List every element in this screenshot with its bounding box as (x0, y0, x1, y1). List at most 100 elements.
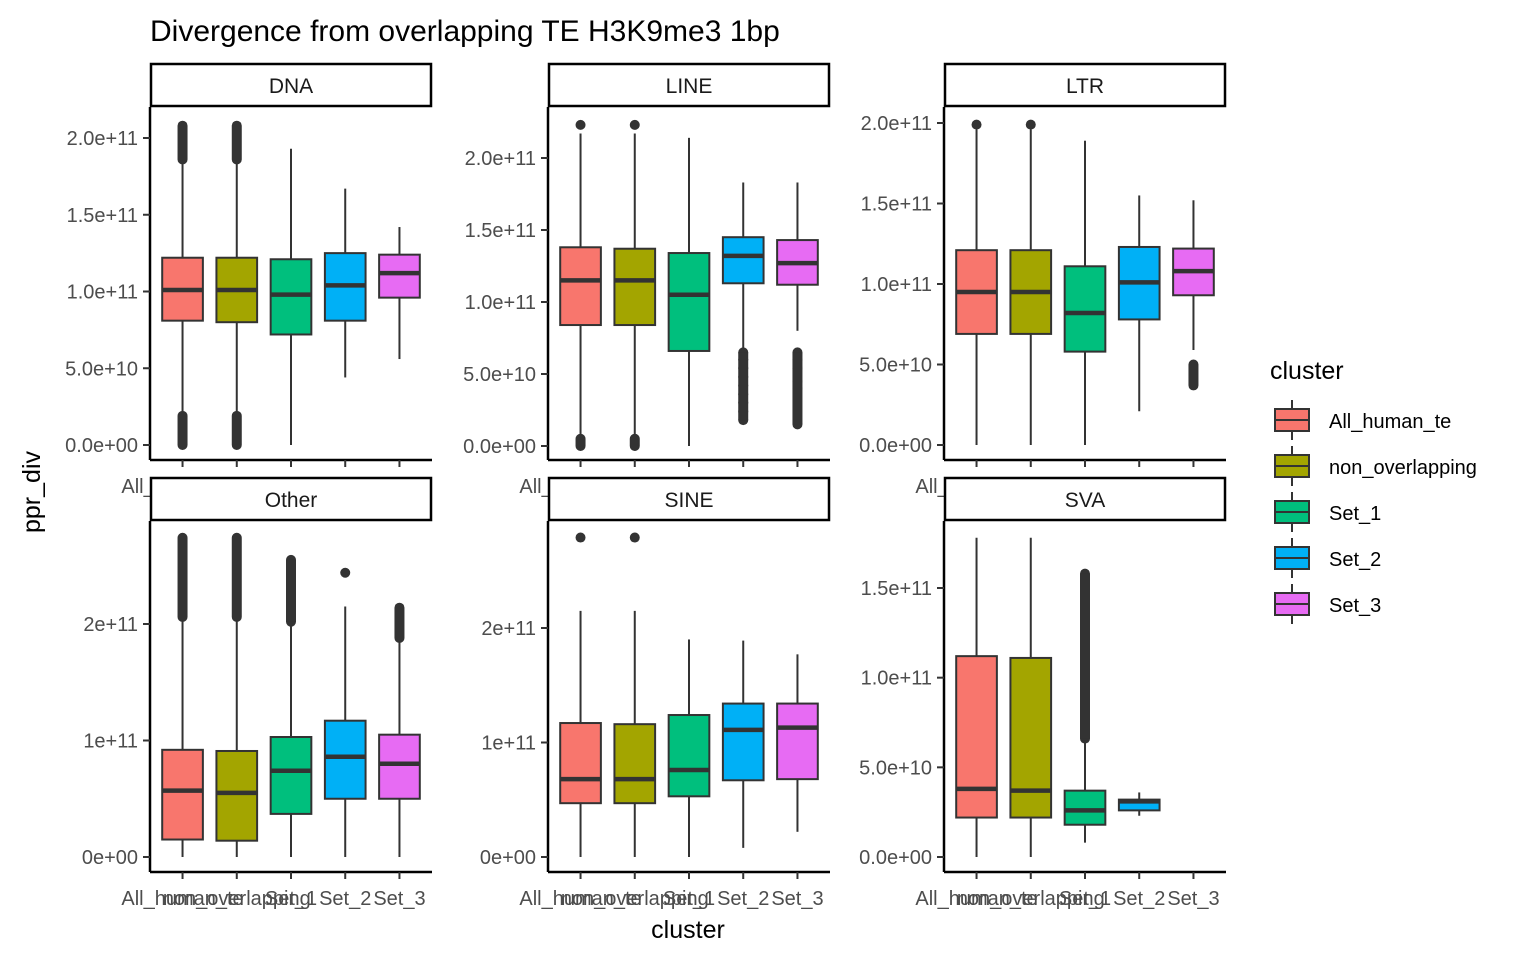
box-non-overlapping (1009, 119, 1053, 445)
box-set-1 (667, 137, 711, 446)
x-tick-label: non_overlapping (163, 888, 311, 910)
outlier-point (629, 532, 640, 543)
facet-panel-dna: DNA0.0e+005.0e+101.0e+111.5e+112.0e+11Al… (65, 62, 433, 498)
iqr-box (667, 252, 711, 352)
facet-strip (149, 62, 433, 108)
box-set-1 (1063, 568, 1107, 843)
facet-strip (547, 62, 831, 108)
facet-strip (943, 62, 1227, 108)
legend-item-all-human-te: All_human_te (1274, 400, 1451, 440)
y-tick-label: 0.0e+00 (859, 435, 932, 457)
iqr-box (721, 702, 765, 782)
y-tick-label: 1.0e+11 (861, 668, 932, 690)
box-all-human-te (161, 120, 204, 450)
x-axis-title: cluster (651, 916, 725, 944)
box-non-overlapping (613, 119, 657, 451)
y-tick-label: 1e+11 (83, 731, 138, 753)
x-tick-label: Set_1 (265, 888, 317, 910)
box-all-human-te (955, 537, 998, 857)
outlier-points (177, 410, 188, 450)
box-set-2 (1117, 792, 1161, 816)
x-tick-label: All_human_te (519, 888, 641, 910)
iqr-box (269, 736, 313, 815)
y-axis-title: ppr_div (18, 451, 46, 533)
outlier-points (177, 120, 188, 165)
iqr-box (613, 247, 657, 327)
facet-strip (547, 476, 831, 522)
box-set-3 (776, 654, 819, 832)
x-tick-label: Set_2 (717, 888, 769, 910)
facet-strip (943, 476, 1227, 522)
y-tick-label: 0.0e+00 (859, 847, 932, 869)
box-set-3 (378, 227, 421, 360)
outlier-band (792, 352, 803, 425)
outlier-band (286, 559, 296, 622)
outlier-points (231, 410, 242, 450)
iqr-box (161, 748, 204, 841)
outlier-points (177, 532, 188, 623)
outlier-point (1025, 119, 1036, 130)
facet-panel-line: LINE0.0e+005.0e+101.0e+111.5e+112.0e+11A… (463, 62, 831, 498)
box-non-overlapping (613, 532, 657, 857)
outlier-point (340, 567, 351, 578)
box-set-3 (776, 182, 819, 430)
facet-strip-label: SINE (664, 489, 713, 512)
iqr-box (269, 258, 313, 336)
iqr-box (559, 722, 602, 805)
iqr-box (378, 733, 421, 800)
iqr-box (667, 714, 711, 798)
facet-strip-label: Other (265, 489, 318, 512)
box-set-2 (323, 567, 367, 857)
iqr-box (559, 246, 602, 327)
legend-label: All_human_te (1329, 411, 1451, 433)
iqr-box (378, 253, 421, 299)
y-tick-label: 1.5e+11 (861, 194, 932, 216)
iqr-box (1063, 789, 1107, 826)
y-tick-label: 5.0e+10 (859, 355, 932, 377)
facet-strip-label: DNA (269, 75, 313, 98)
iqr-box (776, 702, 819, 781)
outlier-points (231, 120, 242, 165)
chart-title: Divergence from overlapping TE H3K9me3 1… (150, 15, 780, 48)
box-non-overlapping (215, 532, 259, 857)
outlier-point (575, 532, 586, 543)
y-tick-label: 0e+00 (480, 847, 536, 869)
y-tick-label: 1e+11 (481, 733, 536, 755)
legend-label: Set_1 (1329, 503, 1381, 525)
iqr-box (323, 719, 367, 800)
iqr-box (1009, 656, 1053, 819)
facet-panel-sva: SVA 0.0e+00 5.0e+10 1.0e+11 1.5e+11 All_human… (859, 476, 1227, 910)
outlier-points (629, 433, 640, 451)
x-tick-label: All_human_te (915, 888, 1037, 910)
iqr-box (1063, 265, 1107, 353)
y-tick-label: 5.0e+10 (65, 358, 138, 380)
legend-item-non-overlapping: non_overlapping (1274, 446, 1477, 486)
legend-item-set-2: Set_2 (1274, 538, 1381, 578)
outlier-point (575, 119, 586, 130)
y-tick-label: 2e+11 (83, 614, 138, 636)
legend: cluster All_human_te non_overlapping Set_1… (1270, 357, 1477, 624)
x-tick-label: non_overlapping (957, 888, 1105, 910)
x-tick-label: Set_2 (1113, 888, 1165, 910)
box-set-1 (269, 554, 313, 857)
legend-label: Set_2 (1329, 549, 1381, 571)
iqr-box (215, 749, 259, 842)
box-non-overlapping (215, 120, 259, 450)
y-tick-label: 0.0e+00 (65, 435, 138, 457)
iqr-box (613, 723, 657, 805)
y-tick-label: 5.0e+10 (463, 364, 536, 386)
outlier-points (231, 532, 242, 623)
y-tick-label: 0.0e+00 (463, 436, 536, 458)
y-tick-label: 1.5e+11 (67, 205, 138, 227)
facet-strip (149, 476, 433, 522)
x-tick-label: non_overlapping (561, 888, 709, 910)
box-non-overlapping (1009, 537, 1053, 857)
legend-label: non_overlapping (1329, 457, 1477, 479)
x-tick-label: Set_1 (1059, 888, 1111, 910)
x-tick-label: Set_3 (373, 888, 425, 910)
facet-strip-label: LTR (1066, 75, 1104, 98)
box-set-1 (269, 148, 313, 445)
y-tick-label: 2e+11 (481, 618, 536, 640)
box-all-human-te (559, 532, 602, 857)
x-tick-label: Set_3 (1167, 888, 1219, 910)
